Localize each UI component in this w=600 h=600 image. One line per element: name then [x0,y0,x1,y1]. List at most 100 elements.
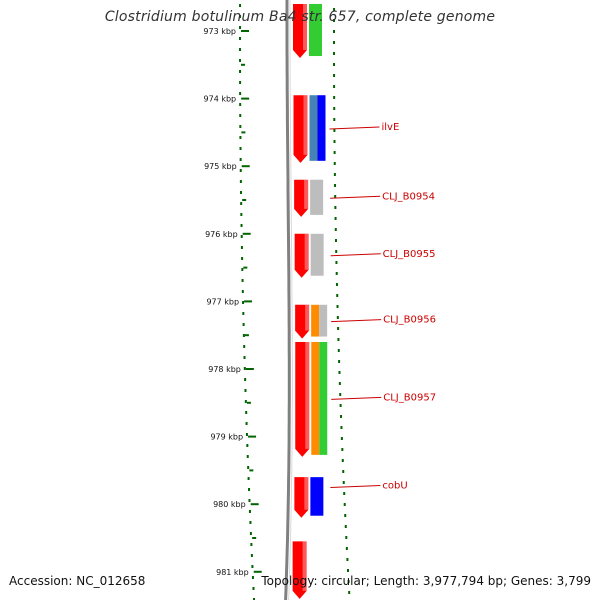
scale-dot [242,334,245,337]
track-dot [335,272,338,275]
track-dot [336,305,339,308]
scale-tick-label: 976 kbp [205,230,238,239]
scale-dot [239,70,242,73]
scale-dot [243,356,246,359]
track-dot [339,393,342,396]
track-dot [333,151,336,154]
scale-dot [253,598,256,600]
gene-label-leader [330,253,381,257]
track-dot [345,536,348,539]
track-dot [343,503,346,506]
track-dot [338,371,341,374]
scale-dot [245,433,248,436]
scale-dot [240,202,243,205]
scale-dot [247,466,250,469]
scale-dot [245,422,248,425]
scale-dot [240,213,243,216]
cds-arrow [293,95,308,163]
track-dot [345,547,348,550]
scale-dot [251,565,254,568]
scale-tick-label: 978 kbp [208,365,241,374]
gene-label: cobU [382,480,407,491]
gene-features [292,3,328,599]
cds-highlight [305,304,310,331]
gene-feature [295,304,328,339]
orange-track-block [311,304,320,337]
scale-dot [249,532,252,535]
orange-track-block [311,341,320,455]
track-dot [343,492,346,495]
cds-highlight [304,179,309,209]
accession-text: Accession: NC_012658 [9,574,146,588]
track-dot [333,118,336,121]
track-dot [337,338,340,341]
scale-dot [251,576,254,579]
track-dot [335,283,338,286]
scale-dot [239,4,242,7]
scale-dot [239,158,242,161]
track-dot [334,206,337,209]
scale-dot [242,301,245,304]
cds-highlight [304,477,309,510]
cds-highlight [305,341,310,449]
backbone-shadow [288,0,293,600]
track-dot [333,173,336,176]
scale-dot [239,15,242,18]
scale-tick-label: 980 kbp [213,500,246,509]
blue-track-block [310,477,324,516]
track-dot [334,239,337,242]
green-track-block [309,3,323,57]
track-dot [347,580,350,583]
scale-dot [239,81,242,84]
scale-dot [248,510,251,513]
track-dot [333,30,336,33]
scale-dot [246,444,249,447]
scale-dot [241,257,244,260]
track-dot [333,129,336,132]
track-dot [334,195,337,198]
gene-label: CLJ_B0956 [383,315,436,326]
scale-dot [243,367,246,370]
scale-dot [248,499,251,502]
gene-labels: ilvE CLJ_B0954 CLJ_B0955 CLJ_B0956 CLJ_B0957… [329,122,436,491]
track-dot [335,261,338,264]
track-dot [333,96,336,99]
scale-dot [239,147,242,150]
scale-dot [239,92,242,95]
track-dot [341,459,344,462]
cds-highlight [304,233,309,270]
track-dot [340,415,343,418]
scale-dot [243,345,246,348]
track-dot [342,470,345,473]
track-dot [333,8,336,11]
gene-label: CLJ_B0954 [382,191,435,202]
scale-tick-label: 977 kbp [206,297,239,306]
genome-summary-text: Topology: circular; Length: 3,977,794 bp… [261,574,591,588]
scale-dot [241,279,244,282]
track-dot [342,481,345,484]
track-dot [338,382,341,385]
scale-dot [246,455,249,458]
scale-dot [244,378,247,381]
track-dot [341,448,344,451]
scale-tick-label: 973 kbp [203,27,236,36]
scale-dot [239,48,242,51]
scale-dot [239,114,242,117]
gene-feature [292,541,307,599]
scale-dot [239,37,242,40]
scale-tick-label: 974 kbp [204,95,237,104]
scale-dot [248,488,251,491]
gene-label: CLJ_B0955 [383,249,436,260]
scale-dot [245,411,248,414]
cds-arrow [294,233,309,278]
gene-label: CLJ_B0957 [383,392,436,403]
track-dot [334,184,337,187]
scale-dot [250,554,253,557]
track-dot [333,19,336,22]
scale-dot [250,543,253,546]
scale-dot [240,224,243,227]
scale-dot [252,587,255,590]
track-dotted-line [333,8,351,594]
scale-dot [239,59,242,62]
track-dot [337,349,340,352]
